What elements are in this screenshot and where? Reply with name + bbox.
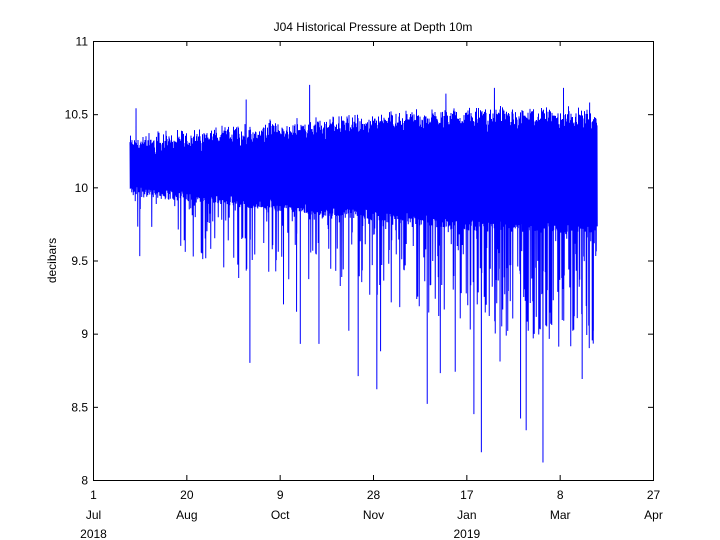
x-tick-label-month: Apr xyxy=(644,508,663,522)
x-tick-label-day: 9 xyxy=(277,488,284,502)
series-line xyxy=(129,84,598,463)
x-tick-layer: 1 Jul 2018 20 Aug 9 Oct 28 Nov 17 Jan 2019 8 Mar 27 Apr xyxy=(80,41,663,540)
x-tick-label-month: Mar xyxy=(550,508,571,522)
y-tick-label: 11 xyxy=(76,35,89,49)
y-tick-label: 8.5 xyxy=(71,400,88,414)
y-tick-label: 9 xyxy=(81,327,88,341)
x-tick-label-day: 1 xyxy=(90,488,97,502)
x-tick-label-day: 20 xyxy=(180,488,194,502)
x-tick-label-day: 27 xyxy=(647,488,661,502)
x-tick-label-month: Nov xyxy=(363,508,384,522)
x-tick-label-month: Aug xyxy=(176,508,197,522)
x-tick-label-day: 8 xyxy=(557,488,564,502)
x-tick-label-month: Oct xyxy=(271,508,290,522)
y-axis-label: decibars xyxy=(45,238,59,283)
series-layer xyxy=(129,84,598,463)
x-tick-label-day: 28 xyxy=(367,488,381,502)
x-tick-label-day: 17 xyxy=(460,488,474,502)
y-tick-label: 10.5 xyxy=(65,108,89,122)
y-tick-label: 9.5 xyxy=(71,254,88,268)
x-tick-label-month: Jul xyxy=(86,508,101,522)
x-tick-label-month: Jan xyxy=(457,508,476,522)
y-tick-label: 10 xyxy=(75,181,89,195)
y-tick-label: 8 xyxy=(81,474,88,488)
x-tick-label-year: 2019 xyxy=(453,527,480,540)
chart-title: J04 Historical Pressure at Depth 10m xyxy=(274,20,473,34)
plot-frame xyxy=(93,41,654,481)
y-tick-layer: 8 8.5 9 9.5 10 10.5 11 xyxy=(65,35,653,488)
x-tick-label-year: 2018 xyxy=(80,527,107,540)
